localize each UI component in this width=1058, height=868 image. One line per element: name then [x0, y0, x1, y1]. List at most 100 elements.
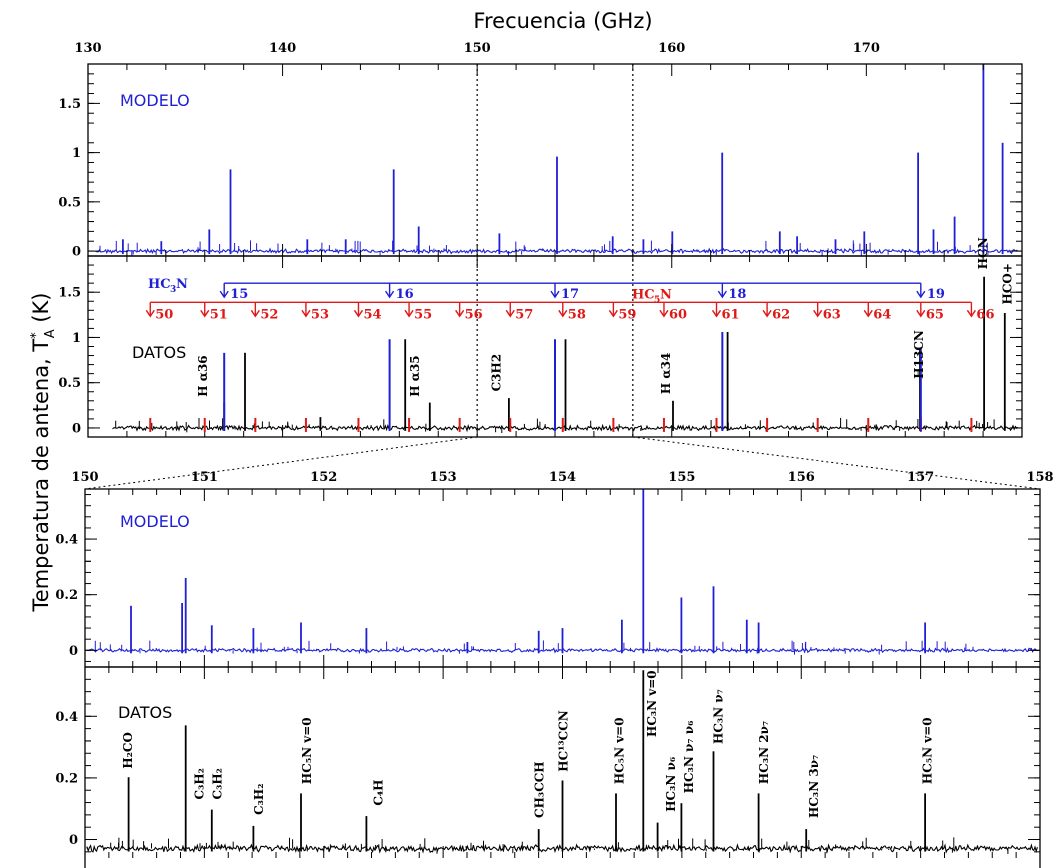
hc5n-line-label: 55 — [414, 307, 432, 322]
hc5n-arrowhead — [813, 309, 823, 318]
hc5n-arrowhead — [455, 309, 465, 318]
top-model-frame — [87, 63, 1023, 257]
top-line-annotation: H α35 — [408, 355, 422, 396]
zoom-line-annotation: HC₃N v=0 — [645, 670, 659, 737]
top-data-ytick-label: 0 — [72, 421, 81, 436]
y-axis-title: Temperatura de antena, T*A (K) — [29, 293, 58, 613]
top-data-ytick-label: 1 — [72, 331, 81, 346]
top-xtick-label: 140 — [269, 41, 296, 56]
top-line-annotation: H α34 — [659, 353, 673, 394]
top-line-annotation: C3H2 — [490, 354, 504, 392]
top-data-label: DATOS — [132, 343, 186, 362]
hc5n-line-label: 65 — [926, 307, 944, 322]
hc5n-arrowhead — [608, 309, 618, 318]
top-data-frame — [87, 255, 1023, 438]
zoom-connector-right — [632, 436, 1041, 490]
zoom-model-frame — [84, 488, 1041, 668]
hc5n-line-label: 60 — [669, 307, 687, 322]
hc5n-series-label: HC — [632, 287, 655, 302]
top-line-annotation: HCO+ — [1000, 263, 1014, 304]
hc5n-arrowhead — [250, 309, 260, 318]
zoom-panels: 150 151 152 153 154 155 156 157 158 0 0.2 0.4 0 0.2 0.… — [55, 470, 1054, 868]
hc5n-arrowhead — [353, 309, 364, 318]
top-xtick-label: 130 — [74, 41, 101, 56]
zoom-line-annotation: CH₃CCH — [533, 761, 547, 818]
top-model-label: MODELO — [120, 91, 190, 110]
top-line-annotation: HCN — [976, 237, 990, 269]
zoom-xtick-label: 155 — [668, 470, 695, 485]
zoom-line-annotation: C₃H₂ — [252, 783, 266, 814]
zoom-data-ytick-label: 0 — [69, 833, 78, 848]
zoom-model-ytick-label: 0.4 — [55, 533, 78, 548]
zoom-line-annotation: HC₃N 2ν₇ — [757, 721, 771, 784]
zoom-line-annotation: HC₅N v=0 — [300, 717, 314, 784]
zoom-model-label: MODELO — [120, 512, 190, 531]
zoom-line-annotation: HC₅N v=0 — [613, 717, 627, 784]
top-model-ytick-label: 1 — [72, 146, 81, 161]
hc3n-arrowhead — [916, 290, 926, 299]
zoom-line-annotation: HC¹³CCN — [557, 710, 571, 772]
hc5n-line-label: 59 — [618, 307, 636, 322]
hc5n-arrowhead — [966, 309, 976, 318]
hc5n-arrowhead — [916, 309, 926, 318]
top-panels: Frecuencia (GHz)130 140 150 160 17000.511.50… — [58, 9, 1041, 490]
hc5n-line-label: 57 — [515, 307, 533, 322]
hc5n-arrowhead — [762, 309, 772, 318]
zoom-data-ytick-label: 0.2 — [55, 771, 78, 786]
zoom-connector-left — [84, 436, 478, 490]
x-axis-title: Frecuencia (GHz) — [473, 9, 652, 33]
hc5n-series-sub: 5 — [654, 295, 660, 305]
hc5n-line-label: 53 — [311, 307, 329, 322]
hc3n-line-label: 17 — [561, 287, 579, 302]
zoom-line-annotation: C₄H — [371, 779, 385, 805]
zoom-xtick-label: 150 — [71, 470, 98, 485]
hc3n-series-label-n: N — [176, 277, 188, 292]
hc5n-line-label: 63 — [823, 307, 841, 322]
zoom-line-annotation: HC₃N ν₇ — [712, 689, 726, 744]
hc5n-line-label: 61 — [722, 307, 740, 322]
zoom-line-annotation: HC₅N v=0 — [921, 717, 935, 784]
zoom-xtick-label: 153 — [430, 470, 457, 485]
hc5n-arrowhead — [404, 309, 414, 318]
hc3n-arrowhead — [717, 290, 727, 299]
hc5n-arrowhead — [301, 309, 311, 318]
top-xtick-label: 150 — [464, 41, 491, 56]
hc3n-series-label: HC — [148, 277, 171, 292]
zoom-line-annotation: HC₃N ν₇ ν₆ — [682, 721, 696, 794]
zoom-xtick-label: 156 — [788, 470, 815, 485]
hc5n-line-label: 64 — [873, 307, 891, 322]
hc3n-line-label: 15 — [230, 287, 248, 302]
hc5n-arrowhead — [863, 309, 873, 318]
zoom-model-ytick-label: 0 — [69, 644, 78, 659]
hc5n-line-label: 52 — [260, 307, 278, 322]
hc5n-arrowhead — [659, 309, 669, 318]
top-xtick-label: 160 — [658, 41, 685, 56]
hc5n-series-label-n: N — [660, 287, 672, 302]
hc3n-series-sub: 3 — [170, 285, 176, 295]
top-model-ytick-label: 0 — [72, 245, 81, 260]
top-line-annotation: H α36 — [196, 355, 210, 396]
zoom-line-annotation: H₂CO — [121, 732, 135, 769]
hc3n-arrowhead — [219, 290, 229, 299]
zoom-line-annotation: C₃H₂ — [192, 768, 206, 799]
hc5n-arrowhead — [145, 309, 155, 318]
top-model-ytick-label: 1.5 — [58, 97, 81, 112]
hc3n-arrowhead — [550, 290, 560, 299]
zoom-xtick-label: 151 — [191, 470, 218, 485]
hc5n-line-label: 58 — [568, 307, 586, 322]
hc3n-line-label: 18 — [728, 287, 746, 302]
zoom-line-annotation: HC₃N 3ν₇ — [807, 755, 821, 818]
zoom-xtick-label: 158 — [1026, 470, 1053, 485]
zoom-model-ytick-label: 0.2 — [55, 588, 78, 603]
zoom-xtick-label: 154 — [549, 470, 576, 485]
zoom-line-annotation: C₃H₂ — [210, 768, 224, 799]
top-line-annotation: H13CN — [912, 330, 926, 379]
hc5n-arrowhead — [505, 309, 515, 318]
hc5n-line-label: 50 — [155, 307, 173, 322]
hc5n-line-label: 56 — [465, 307, 483, 322]
zoom-xtick-label: 157 — [907, 470, 934, 485]
hc5n-line-label: 62 — [772, 307, 790, 322]
top-data-ytick-label: 0.5 — [58, 376, 81, 391]
hc5n-arrowhead — [558, 309, 568, 318]
